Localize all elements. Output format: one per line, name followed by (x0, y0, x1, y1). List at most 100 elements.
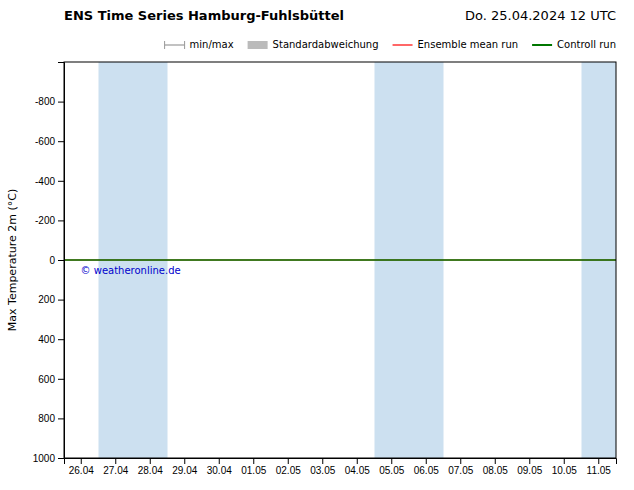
tick-mark (495, 458, 496, 464)
legend-swatch-marker (164, 41, 165, 49)
x-tick: 27.04 (103, 458, 128, 476)
legend-swatch (165, 41, 185, 49)
tick-mark (598, 458, 599, 464)
y-tick: 200 (38, 294, 64, 305)
tick-mark (322, 458, 323, 464)
reference-line (64, 259, 616, 261)
tick-label: 04.05 (345, 465, 370, 476)
tick-mark (357, 458, 358, 464)
legend-swatch (532, 45, 552, 46)
tick-mark (150, 458, 151, 464)
tick-label: -200 (35, 215, 55, 226)
legend-label: min/max (190, 39, 234, 50)
tick-mark (426, 458, 427, 464)
axis-line (65, 459, 617, 465)
legend-swatch-marker (184, 41, 185, 49)
tick-label: 08.05 (483, 465, 508, 476)
tick-mark (288, 458, 289, 464)
tick-mark (253, 458, 254, 464)
x-tick: 07.05 (448, 458, 473, 476)
y-tick: 400 (38, 334, 64, 345)
tick-mark (58, 339, 64, 340)
tick-label: 03.05 (310, 465, 335, 476)
tick-mark (529, 458, 530, 464)
tick-label: -400 (35, 176, 55, 187)
tick-label: 600 (38, 374, 55, 385)
subtitle: Do. 25.04.2024 12 UTC (465, 8, 616, 23)
marks (64, 62, 616, 458)
x-tick: 04.05 (345, 458, 370, 476)
legend-swatch-line (165, 44, 185, 45)
tick-mark (58, 379, 64, 380)
tick-mark (115, 458, 116, 464)
tick-mark (564, 458, 565, 464)
tick-label: 29.04 (172, 465, 197, 476)
tick-mark (58, 260, 64, 261)
y-tick: -800 (35, 96, 64, 107)
tick-mark (460, 458, 461, 464)
y-tick: -400 (35, 176, 64, 187)
legend-label: Standardabweichung (273, 39, 379, 50)
y-tick: -600 (35, 136, 64, 147)
legend-item: Standardabweichung (248, 39, 379, 50)
tick-label: 30.04 (207, 465, 232, 476)
tick-label: 0 (49, 255, 55, 266)
x-tick: 06.05 (414, 458, 439, 476)
x-tick: 01.05 (241, 458, 266, 476)
y-tick: 0 (49, 255, 64, 266)
y-axis: -800 -600 -400 -200 0 200 400 600 800 1000 (33, 63, 65, 464)
x-tick: 02.05 (276, 458, 301, 476)
legend-item: Ensemble mean run (393, 39, 519, 50)
title: ENS Time Series Hamburg-Fuhlsbüttel (64, 8, 344, 23)
tick-label: -800 (35, 96, 55, 107)
x-tick: 30.04 (207, 458, 232, 476)
plot-frame (64, 62, 616, 458)
x-tick: 05.05 (379, 458, 404, 476)
tick-label: 07.05 (448, 465, 473, 476)
tick-label: 05.05 (379, 465, 404, 476)
tick-mark (58, 458, 64, 459)
reference-line (64, 260, 616, 261)
tick-label: 1000 (33, 453, 56, 464)
annotation: © weatheronline.de (81, 265, 181, 276)
tick-mark (58, 418, 64, 419)
x-tick: 09.05 (517, 458, 542, 476)
tick-label: 06.05 (414, 465, 439, 476)
tick-mark (58, 220, 64, 221)
plot: 26.0427.0428.0429.0430.0401.0502.0503.05… (33, 62, 617, 476)
tick-label: 800 (38, 413, 55, 424)
legend-label: Ensemble mean run (418, 39, 519, 50)
y-tick: -200 (35, 215, 64, 226)
tick-mark (58, 181, 64, 182)
tick-label: 400 (38, 334, 55, 345)
x-tick: 03.05 (310, 458, 335, 476)
y-tick: 800 (38, 413, 64, 424)
axis-line (58, 63, 65, 459)
tick-label: 02.05 (276, 465, 301, 476)
legend-swatch (248, 41, 268, 49)
legend-item: Controll run (532, 39, 616, 50)
legend-swatch-line (393, 44, 413, 45)
legend-swatch-line (532, 44, 552, 46)
chart: ENS Time Series Hamburg-Fuhlsbüttel Do. 2… (0, 0, 634, 490)
tick-mark (184, 458, 185, 464)
x-axis: 26.0427.0428.0429.0430.0401.0502.0503.05… (65, 458, 617, 476)
x-tick: 10.05 (552, 458, 577, 476)
tick-mark (58, 300, 64, 301)
tick-label: 09.05 (517, 465, 542, 476)
x-tick: 29.04 (172, 458, 197, 476)
legend-label: Controll run (557, 39, 616, 50)
tick-label: 27.04 (103, 465, 128, 476)
tick-mark (58, 141, 64, 142)
tick-label: 26.04 (69, 465, 94, 476)
tick-mark (58, 102, 64, 103)
y-tick: 600 (38, 374, 64, 385)
tick-mark (81, 458, 82, 464)
tick-label: 200 (38, 294, 55, 305)
legend-swatch-area (248, 41, 268, 49)
legend: min/max Standardabweichung Ensemble mean r… (165, 39, 616, 50)
tick-label: 01.05 (241, 465, 266, 476)
tick-label: 11.05 (587, 465, 612, 476)
x-tick: 11.05 (587, 458, 612, 476)
y-axis-title: Max Temperature 2m (°C) (6, 189, 19, 331)
